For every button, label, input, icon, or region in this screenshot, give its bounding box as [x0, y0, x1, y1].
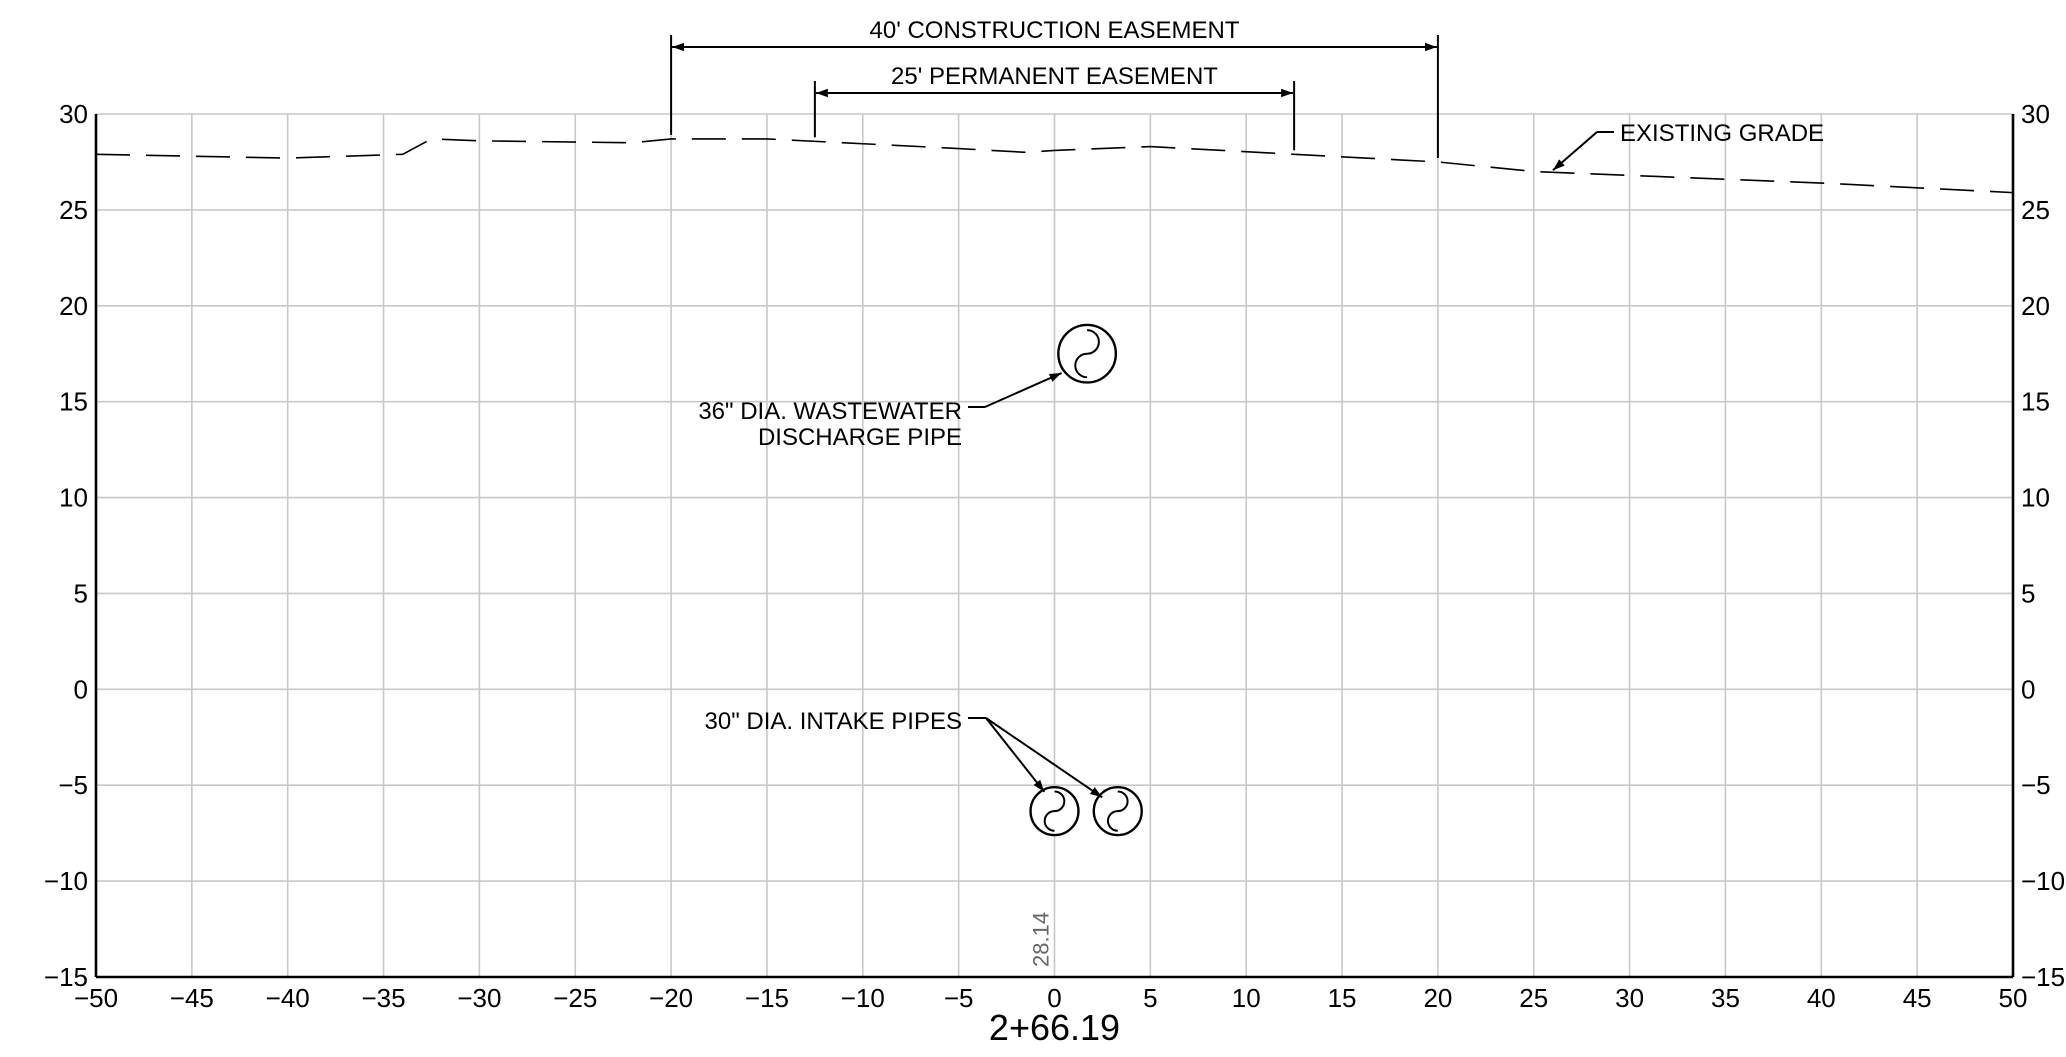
x-tick-label: 30	[1615, 983, 1644, 1013]
x-tick-label: 25	[1519, 983, 1548, 1013]
y-tick-label-left: 5	[74, 578, 88, 608]
y-tick-label-left: 0	[74, 674, 88, 704]
y-tick-label-left: −10	[44, 866, 88, 896]
station-label: 2+66.19	[989, 1007, 1120, 1048]
centerline-elevation-label: 28.14	[1029, 912, 1054, 967]
y-tick-label-left: 25	[59, 195, 88, 225]
y-tick-label-right: 0	[2021, 674, 2035, 704]
y-tick-label-left: −15	[44, 962, 88, 992]
y-tick-label-right: 30	[2021, 99, 2050, 129]
x-tick-label: −45	[170, 983, 214, 1013]
y-tick-label-left: 30	[59, 99, 88, 129]
y-tick-label-left: 10	[59, 483, 88, 513]
x-tick-label: −30	[457, 983, 501, 1013]
y-tick-label-right: 20	[2021, 291, 2050, 321]
x-tick-label: −15	[745, 983, 789, 1013]
existing-grade-leader-arrow	[1553, 132, 1597, 170]
x-tick-label: 45	[1903, 983, 1932, 1013]
y-tick-label-left: −5	[58, 770, 88, 800]
x-tick-label: −40	[266, 983, 310, 1013]
x-tick-label: 35	[1711, 983, 1740, 1013]
y-tick-label-right: −10	[2021, 866, 2065, 896]
y-tick-label-left: 15	[59, 387, 88, 417]
x-tick-label: 10	[1232, 983, 1261, 1013]
easement-label: 25' PERMANENT EASEMENT	[891, 63, 1218, 90]
y-tick-label-right: 5	[2021, 578, 2035, 608]
x-tick-label: 15	[1328, 983, 1357, 1013]
x-tick-label: −35	[361, 983, 405, 1013]
intake-callout-label: 30" DIA. INTAKE PIPES	[705, 708, 963, 735]
x-tick-label: −5	[944, 983, 974, 1013]
x-tick-label: −10	[841, 983, 885, 1013]
y-tick-label-right: 15	[2021, 387, 2050, 417]
wastewater-callout-line-2: DISCHARGE PIPE	[758, 424, 962, 451]
existing-grade-label: EXISTING GRADE	[1620, 120, 1824, 147]
y-tick-label-right: 10	[2021, 483, 2050, 513]
x-tick-label: 5	[1143, 983, 1157, 1013]
y-tick-label-right: −15	[2021, 962, 2065, 992]
x-tick-label: −20	[649, 983, 693, 1013]
y-tick-label-left: 20	[59, 291, 88, 321]
x-tick-label: 20	[1423, 983, 1452, 1013]
x-tick-label: −25	[553, 983, 597, 1013]
y-tick-label-right: 25	[2021, 195, 2050, 225]
y-tick-label-right: −5	[2021, 770, 2051, 800]
easement-label: 40' CONSTRUCTION EASEMENT	[870, 17, 1240, 44]
intake-leader-arrow	[986, 718, 1044, 792]
x-tick-label: 40	[1807, 983, 1836, 1013]
wastewater-callout-line-1: 36" DIA. WASTEWATER	[698, 398, 962, 425]
